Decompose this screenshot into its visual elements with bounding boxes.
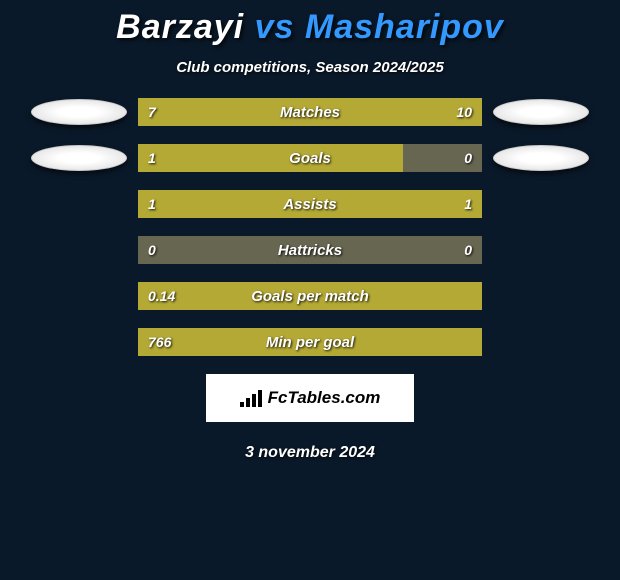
stat-label: Min per goal (266, 334, 354, 351)
comparison-card: Barzayi vs Masharipov Club competitions,… (0, 0, 620, 462)
stat-bar: 0 0 Hattricks (138, 236, 482, 264)
value-left: 7 (148, 104, 156, 120)
player2-name: Masharipov (305, 8, 504, 46)
stat-row: 1 0 Goals (0, 144, 620, 172)
team-left-badge (31, 145, 127, 171)
date-label: 3 november 2024 (0, 444, 620, 462)
team-left-badge (31, 99, 127, 125)
logo-box[interactable]: FcTables.com (206, 374, 414, 422)
team-right-badge (493, 99, 589, 125)
stat-row: 0 0 Hattricks (0, 236, 620, 264)
stat-bar: 766 Min per goal (138, 328, 482, 356)
value-left: 0 (148, 242, 156, 258)
stat-label: Hattricks (278, 242, 342, 259)
value-right: 1 (464, 196, 472, 212)
fill-left (138, 144, 403, 172)
stat-label: Matches (280, 104, 340, 121)
value-left: 1 (148, 150, 156, 166)
value-left: 766 (148, 334, 171, 350)
stat-bar: 1 1 Assists (138, 190, 482, 218)
stat-bar: 1 0 Goals (138, 144, 482, 172)
stat-row: 7 10 Matches (0, 98, 620, 126)
value-right: 10 (456, 104, 472, 120)
value-left: 1 (148, 196, 156, 212)
page-title: Barzayi vs Masharipov (0, 8, 620, 47)
subtitle: Club competitions, Season 2024/2025 (0, 59, 620, 76)
stat-label: Assists (283, 196, 336, 213)
bar-chart-icon (240, 389, 262, 407)
player1-name: Barzayi (116, 8, 244, 46)
stat-label: Goals per match (251, 288, 369, 305)
stats-list: 710Matches10Goals11Assists00Hattricks0.1… (0, 98, 620, 356)
team-right-badge (493, 145, 589, 171)
stat-label: Goals (289, 150, 331, 167)
fill-left (138, 98, 279, 126)
value-left: 0.14 (148, 288, 175, 304)
vs-text: vs (255, 8, 295, 46)
stat-row: 1 1 Assists (0, 190, 620, 218)
left-badge-slot (30, 99, 128, 125)
stat-row: 0.14 Goals per match (0, 282, 620, 310)
value-right: 0 (464, 150, 472, 166)
stat-bar: 7 10 Matches (138, 98, 482, 126)
right-badge-slot (492, 145, 590, 171)
stat-row: 766 Min per goal (0, 328, 620, 356)
right-badge-slot (492, 99, 590, 125)
logo-text: FcTables.com (268, 388, 381, 408)
stat-bar: 0.14 Goals per match (138, 282, 482, 310)
value-right: 0 (464, 242, 472, 258)
left-badge-slot (30, 145, 128, 171)
